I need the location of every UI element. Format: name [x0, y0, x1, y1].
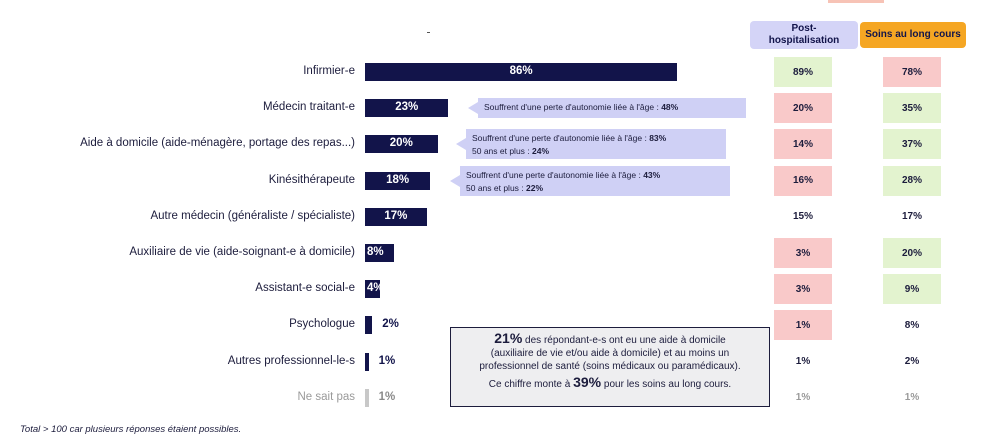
annotation-line-2: 50 ans et plus : 24% [472, 145, 720, 158]
cell-long-term-care-kinesitherapeute: 28% [883, 165, 941, 196]
summary-line-3: professionnel de santé (soins médicaux o… [479, 361, 741, 372]
bar-value-ne-sait-pas: 1% [378, 390, 396, 403]
annotation-text: 50 ans et plus : [466, 182, 527, 193]
cell-post-hospitalisation-autres-professionnel-le-s: 1% [774, 346, 832, 377]
category-label-auxiliaire-de-vie-aide-soignant-e-a-domicile: Auxiliaire de vie (aide-soignant-e à dom… [129, 246, 355, 258]
bar-value-auxiliaire-de-vie-aide-soignant-e-a-domicile: 8% [367, 246, 384, 258]
bar-medecin-traitant-e [365, 99, 449, 118]
bar-ne-sait-pas [365, 388, 369, 407]
cell-post-hospitalisation-auxiliaire-de-vie-aide-soignant-e-a-domicile: 3% [774, 238, 832, 268]
bar-aide-a-domicile-aide-menagere-portage-des-repas [365, 135, 438, 154]
summary-line-2: (auxiliaire de vie et/ou aide à domicile… [490, 348, 730, 359]
bar-autres-professionnel-le-s [365, 352, 369, 371]
category-label-autre-medecin-generaliste-specialiste: Autre médecin (généraliste / spécialiste… [150, 209, 355, 222]
cell-long-term-care-infirmier-e: 78% [883, 57, 941, 87]
cell-long-term-care-aide-a-domicile-aide-menagere-portage-des-repas: 37% [883, 129, 941, 160]
summary-highlight-21: 21% [494, 330, 523, 346]
summary-text-4a: Ce chiffre monte à [488, 379, 574, 390]
summary-text-1: des répondant-e-s ont eu une aide à domi… [522, 335, 726, 346]
cell-post-hospitalisation-medecin-traitant-e: 20% [774, 93, 832, 124]
cell-long-term-care-medecin-traitant-e: 35% [883, 93, 941, 124]
cell-long-term-care-assistant-e-social-e: 9% [883, 274, 941, 305]
bar-value-psychologue: 2% [382, 318, 399, 331]
annotation-value: 24% [532, 146, 550, 157]
cell-post-hospitalisation-infirmier-e: 89% [774, 57, 832, 87]
annotation-arrow-3 [450, 174, 460, 187]
cell-post-hospitalisation-kinesitherapeute: 16% [774, 165, 832, 196]
category-label-ne-sait-pas: Ne sait pas [297, 390, 355, 403]
category-label-autres-professionnel-le-s: Autres professionnel-le-s [227, 354, 355, 367]
summary-line-1: 21% des répondant-e-s ont eu une aide à … [459, 330, 761, 347]
cell-long-term-care-autres-professionnel-le-s: 2% [883, 346, 941, 377]
bar-value-medecin-traitant-e: 23% [395, 101, 419, 114]
footnote: Total > 100 car plusieurs réponses étaie… [20, 424, 242, 435]
annotation-text: Souffrent d'une perte d'autonomie liée à… [484, 102, 662, 113]
bar-value-assistant-e-social-e: 4% [367, 282, 384, 295]
bar-auxiliaire-de-vie-aide-soignant-e-a-domicile [365, 244, 395, 262]
category-label-assistant-e-social-e: Assistant-e social-e [255, 282, 355, 295]
column-header-text: Post- [791, 23, 817, 34]
bar-kinesitherapeute [365, 171, 431, 190]
annotation-value: 48% [661, 102, 679, 113]
bar-psychologue [365, 316, 373, 335]
summary-highlight-39: 39% [573, 374, 602, 390]
bar-assistant-e-social-e [365, 280, 380, 299]
annotation-callout-1: Souffrent d'une perte d'autonomie liée à… [478, 98, 746, 119]
annotation-callout-2: Souffrent d'une perte d'autonomie liée à… [466, 129, 726, 160]
annotation-line-1: Souffrent d'une perte d'autonomie liée à… [484, 101, 740, 114]
bar-value-kinesitherapeute: 18% [386, 173, 410, 186]
category-label-psychologue: Psychologue [289, 318, 355, 331]
cell-post-hospitalisation-ne-sait-pas: 1% [774, 382, 832, 413]
bar-autre-medecin-generaliste-specialiste [365, 207, 427, 226]
annotation-text: Souffrent d'une perte d'autonomie liée à… [466, 169, 644, 180]
bar-value-autre-medecin-generaliste-specialiste: 17% [384, 209, 408, 222]
annotation-value: 83% [649, 133, 667, 144]
cell-long-term-care-autre-medecin-generaliste-specialiste: 17% [883, 201, 941, 232]
annotation-callout-3: Souffrent d'une perte d'autonomie liée à… [460, 165, 730, 196]
column-header-text: hospitalisation [768, 35, 840, 46]
bar-value-autres-professionnel-le-s: 1% [378, 354, 396, 367]
cell-long-term-care-psychologue: 8% [883, 310, 941, 341]
cell-post-hospitalisation-aide-a-domicile-aide-menagere-portage-des-repas: 14% [774, 129, 832, 160]
decorative-mark [427, 32, 430, 33]
annotation-arrow-2 [456, 138, 466, 151]
annotation-text: 50 ans et plus : [472, 146, 533, 157]
annotation-value: 43% [643, 169, 661, 180]
annotation-arrow-1 [468, 102, 478, 115]
annotation-line-1: Souffrent d'une perte d'autonomie liée à… [466, 169, 724, 182]
bar-value-aide-a-domicile-aide-menagere-portage-des-repas: 20% [389, 137, 413, 150]
column-header-long-term-care: Soins au long cours [860, 22, 966, 48]
bar-value-infirmier-e: 86% [509, 65, 533, 77]
annotation-text: Souffrent d'une perte d'autonomie liée à… [472, 133, 650, 144]
annotation-value: 22% [526, 182, 544, 193]
cell-long-term-care-ne-sait-pas: 1% [883, 382, 941, 413]
category-label-aide-a-domicile-aide-menagere-portage-des-repas: Aide à domicile (aide-ménagère, portage … [80, 137, 355, 150]
decorative-top-bar [828, 0, 884, 3]
category-label-infirmier-e: Infirmier-e [303, 65, 355, 77]
annotation-line-1: Souffrent d'une perte d'autonomie liée à… [472, 132, 720, 145]
summary-line-4: Ce chiffre monte à 39% pour les soins au… [459, 374, 761, 391]
column-header-post-hospitalisation: Post-hospitalisation [750, 21, 858, 49]
summary-box: 21% des répondant-e-s ont eu une aide à … [450, 327, 770, 407]
summary-text-4b: pour les soins au long cours. [601, 379, 732, 390]
category-label-medecin-traitant-e: Médecin traitant-e [262, 101, 355, 114]
cell-post-hospitalisation-psychologue: 1% [774, 310, 832, 341]
bar-infirmier-e [365, 63, 678, 81]
cell-post-hospitalisation-autre-medecin-generaliste-specialiste: 15% [774, 201, 832, 232]
annotation-line-2: 50 ans et plus : 22% [466, 182, 724, 195]
column-header-text: Soins au long cours [865, 29, 961, 40]
cell-post-hospitalisation-assistant-e-social-e: 3% [774, 274, 832, 305]
cell-long-term-care-auxiliaire-de-vie-aide-soignant-e-a-domicile: 20% [883, 238, 941, 268]
category-label-kinesitherapeute: Kinésithérapeute [268, 173, 355, 186]
